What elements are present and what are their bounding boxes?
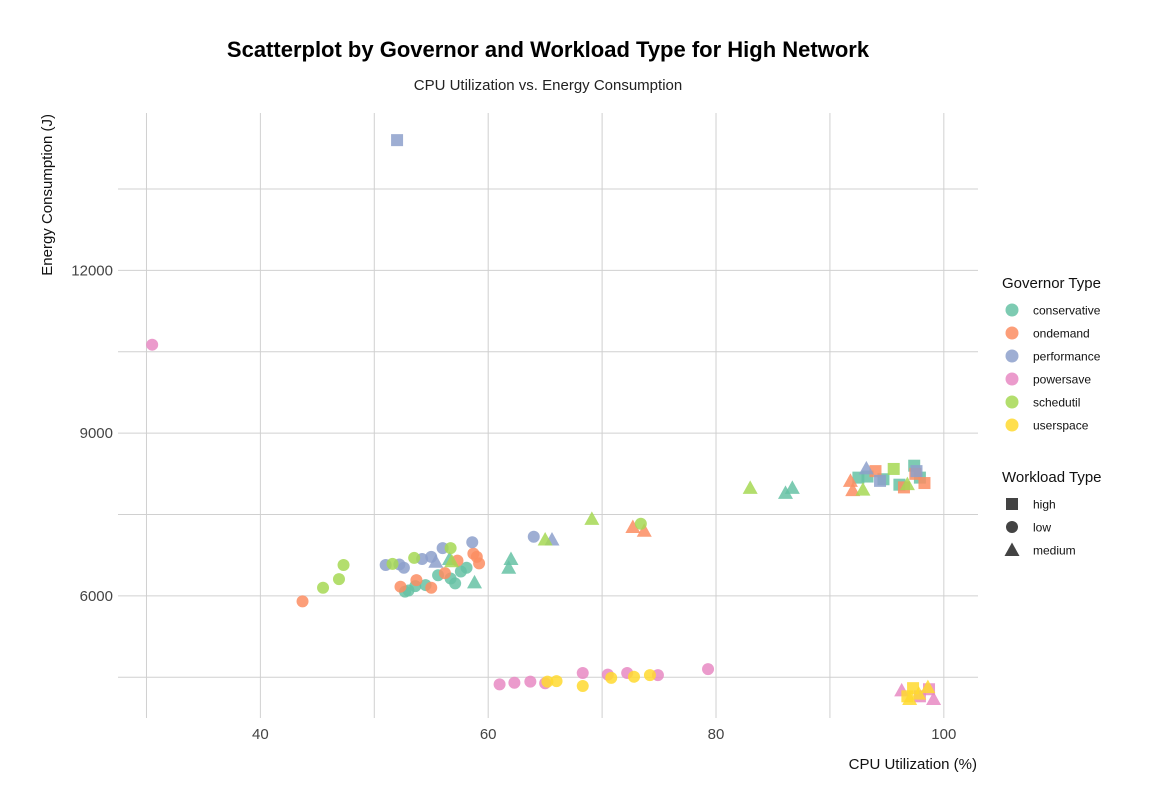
data-point: [742, 480, 758, 494]
x-tick-label: 40: [252, 726, 269, 743]
data-point: [386, 557, 399, 570]
plot-grid: [118, 113, 978, 718]
legend-label-high: high: [1033, 498, 1056, 512]
data-point: [444, 553, 460, 568]
data-point: [524, 675, 537, 688]
data-point: [428, 554, 444, 568]
data-point: [576, 679, 589, 692]
data-point: [584, 511, 600, 525]
data-point: [408, 551, 421, 564]
data-point: [537, 531, 553, 546]
data-point: [397, 561, 410, 574]
legend-title-governor: Governor Type: [1002, 275, 1101, 292]
legend-label-userspace: userspace: [1033, 419, 1089, 433]
data-point: [842, 473, 858, 487]
data-points: [146, 134, 942, 706]
legend-key-low: [1006, 521, 1018, 533]
y-tick-label: 9000: [80, 425, 113, 442]
data-point: [467, 574, 483, 589]
data-point: [337, 558, 350, 571]
chart-title: Scatterplot by Governor and Workload Typ…: [227, 37, 870, 62]
data-point: [466, 536, 479, 549]
data-point: [634, 517, 647, 530]
data-point: [911, 686, 927, 700]
x-axis-label: CPU Utilization (%): [849, 756, 977, 773]
legend-key-performance: [1005, 349, 1019, 363]
data-point: [777, 485, 793, 499]
data-point: [899, 476, 915, 491]
legend-key-powersave: [1005, 372, 1019, 386]
data-point: [473, 557, 486, 570]
data-point: [845, 482, 861, 497]
data-point: [527, 530, 540, 543]
data-point: [444, 542, 457, 555]
data-point: [460, 561, 473, 574]
data-point: [296, 595, 309, 608]
data-point: [874, 474, 887, 487]
legend-label-low: low: [1033, 521, 1051, 535]
data-point: [784, 480, 800, 494]
legend-label-medium: medium: [1033, 544, 1076, 558]
data-point: [926, 691, 942, 706]
data-point: [576, 666, 589, 679]
legend-key-medium: [1004, 542, 1020, 556]
legend-label-powersave: powersave: [1033, 373, 1091, 387]
data-point: [508, 676, 521, 689]
data-point: [910, 465, 923, 478]
legend-key-ondemand: [1005, 326, 1019, 340]
data-point: [625, 519, 641, 534]
data-point: [425, 581, 438, 594]
legend-title-workload: Workload Type: [1002, 469, 1102, 486]
data-point: [332, 573, 345, 586]
legend-label-ondemand: ondemand: [1033, 327, 1090, 341]
data-point: [394, 580, 407, 593]
data-point: [918, 477, 931, 490]
data-point: [902, 691, 918, 706]
chart-legend: Governor Type conservative ondemand perform…: [1002, 275, 1102, 558]
y-axis-label: Energy Consumption (J): [39, 114, 56, 276]
data-point: [628, 670, 640, 683]
legend-label-conservative: conservative: [1033, 304, 1101, 318]
x-axis-ticks: 40 60 80 100: [252, 726, 956, 743]
legend-key-userspace: [1005, 418, 1019, 432]
data-point: [501, 560, 517, 574]
legend-label-schedutil: schedutil: [1033, 396, 1080, 410]
x-tick-label: 60: [480, 726, 497, 743]
legend-label-performance: performance: [1033, 350, 1101, 364]
data-point: [920, 679, 936, 694]
data-point: [503, 551, 519, 566]
data-point: [449, 577, 462, 590]
legend-key-schedutil: [1005, 395, 1019, 409]
data-point: [410, 574, 423, 587]
data-point: [550, 675, 563, 688]
data-point: [858, 460, 874, 475]
data-point: [636, 523, 652, 537]
data-point: [391, 134, 404, 147]
data-point: [493, 678, 506, 691]
data-point: [855, 482, 871, 496]
legend-key-conservative: [1005, 303, 1019, 317]
x-tick-label: 100: [931, 726, 956, 743]
data-point: [317, 581, 330, 594]
data-point: [541, 675, 554, 688]
chart-subtitle: CPU Utilization vs. Energy Consumption: [414, 77, 682, 94]
data-point: [702, 663, 715, 676]
data-point: [146, 338, 159, 351]
data-point: [643, 669, 656, 682]
x-tick-label: 80: [708, 726, 725, 743]
data-point: [605, 671, 618, 684]
data-point: [438, 567, 451, 580]
data-point: [887, 462, 900, 475]
y-axis-ticks: 6000 9000 12000: [71, 262, 113, 605]
data-point: [852, 471, 865, 484]
y-tick-label: 6000: [80, 588, 113, 605]
legend-key-high: [1006, 498, 1018, 510]
y-tick-label: 12000: [71, 262, 113, 279]
